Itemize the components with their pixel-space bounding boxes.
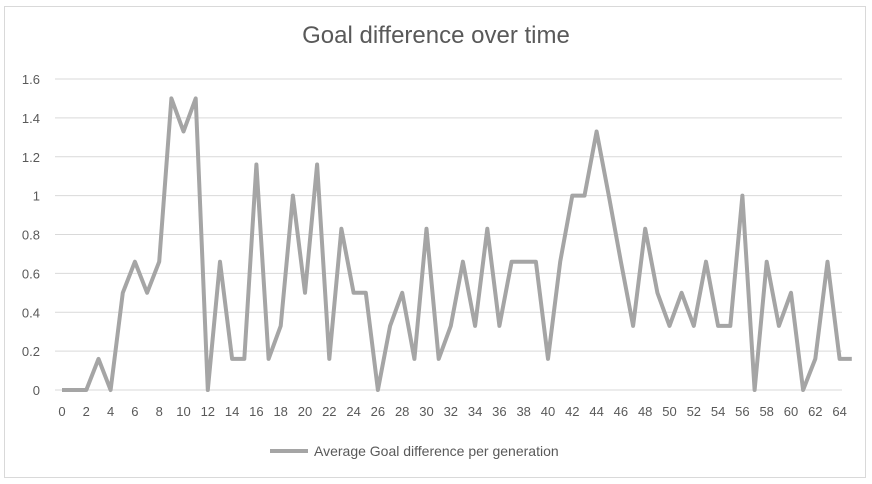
y-tick-label: 1.2 — [22, 150, 40, 165]
x-tick-label: 0 — [58, 404, 65, 419]
x-tick-label: 58 — [759, 404, 773, 419]
x-tick-label: 14 — [225, 404, 239, 419]
x-tick-label: 48 — [638, 404, 652, 419]
x-tick-label: 32 — [444, 404, 458, 419]
x-tick-label: 36 — [492, 404, 506, 419]
legend-swatch — [270, 449, 308, 453]
x-tick-label: 42 — [565, 404, 579, 419]
x-tick-label: 16 — [249, 404, 263, 419]
x-tick-label: 62 — [808, 404, 822, 419]
x-tick-label: 44 — [589, 404, 603, 419]
x-tick-label: 24 — [346, 404, 360, 419]
x-tick-label: 40 — [541, 404, 555, 419]
y-tick-label: 1.6 — [22, 72, 40, 87]
x-tick-label: 54 — [711, 404, 725, 419]
x-tick-label: 12 — [201, 404, 215, 419]
series-line — [62, 96, 852, 392]
y-tick-label: 1 — [33, 189, 40, 204]
x-tick-label: 38 — [516, 404, 530, 419]
x-tick-label: 34 — [468, 404, 482, 419]
y-tick-label: 0.2 — [22, 344, 40, 359]
y-tick-label: 1.4 — [22, 111, 40, 126]
chart-frame — [4, 6, 866, 478]
legend: Average Goal difference per generation — [270, 441, 559, 461]
y-tick-label: 0.6 — [22, 266, 40, 281]
x-tick-label: 50 — [662, 404, 676, 419]
x-tick-label: 22 — [322, 404, 336, 419]
x-tick-label: 26 — [371, 404, 385, 419]
y-tick-label: 0.4 — [22, 305, 40, 320]
legend-label: Average Goal difference per generation — [314, 443, 559, 459]
x-tick-label: 8 — [156, 404, 163, 419]
x-tick-label: 60 — [784, 404, 798, 419]
x-tick-label: 28 — [395, 404, 409, 419]
chart-title: Goal difference over time — [302, 22, 570, 49]
x-tick-label: 56 — [735, 404, 749, 419]
y-tick-label: 0.8 — [22, 228, 40, 243]
x-tick-label: 20 — [298, 404, 312, 419]
x-tick-label: 52 — [687, 404, 701, 419]
x-tick-label: 30 — [419, 404, 433, 419]
x-tick-label: 2 — [83, 404, 90, 419]
x-tick-label: 64 — [832, 404, 846, 419]
x-tick-label: 4 — [107, 404, 114, 419]
x-tick-label: 18 — [273, 404, 287, 419]
x-tick-label: 10 — [176, 404, 190, 419]
y-tick-label: 0 — [33, 383, 40, 398]
x-tick-label: 6 — [131, 404, 138, 419]
x-tick-label: 46 — [614, 404, 628, 419]
